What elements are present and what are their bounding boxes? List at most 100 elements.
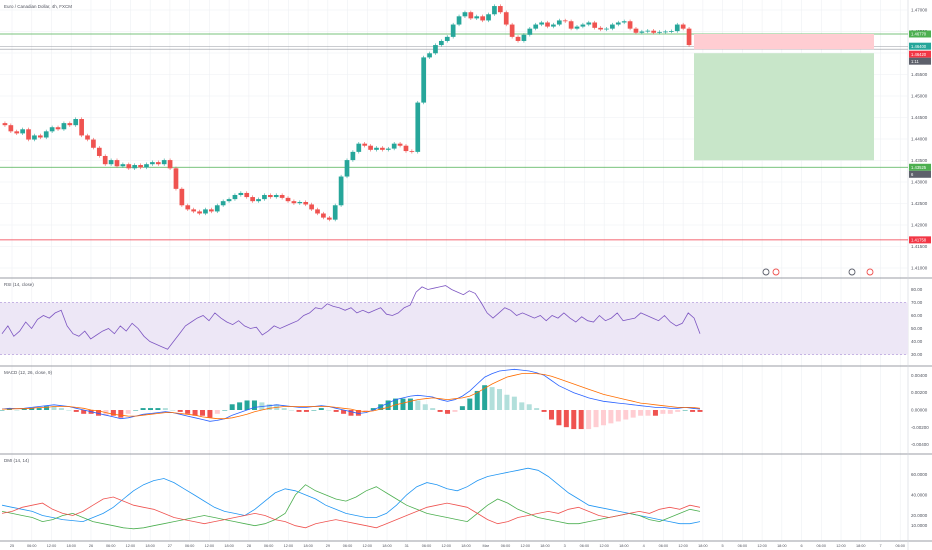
macd-line bbox=[1, 368, 701, 422]
macd-histogram-bar bbox=[556, 410, 562, 426]
candle-body bbox=[368, 145, 373, 150]
candle-body bbox=[161, 160, 167, 165]
time-axis-label: 4 bbox=[643, 544, 645, 548]
macd-histogram-bar bbox=[222, 410, 228, 411]
candle-body bbox=[492, 6, 497, 15]
time-axis-label: 18:00 bbox=[303, 544, 313, 548]
candle-body bbox=[85, 135, 90, 140]
time-axis-label: 12:00 bbox=[205, 544, 215, 548]
macd-histogram-bar bbox=[81, 410, 87, 414]
candle-body bbox=[285, 197, 291, 202]
candle-body bbox=[633, 28, 639, 33]
macd-histogram-bar bbox=[21, 409, 27, 410]
macd-histogram-bar bbox=[125, 410, 131, 414]
macd-histogram-bar bbox=[355, 410, 361, 416]
time-axis-label: 3 bbox=[564, 544, 566, 548]
candle-body bbox=[686, 28, 692, 46]
event-icon[interactable] bbox=[762, 268, 770, 276]
price-axis-tick: 1.44000 bbox=[911, 137, 928, 142]
candle-body bbox=[669, 31, 674, 32]
candle-body bbox=[639, 31, 645, 33]
macd-histogram-bar bbox=[652, 410, 658, 416]
macd-signal-line bbox=[2, 373, 701, 420]
candle-body bbox=[26, 129, 31, 140]
candle-body bbox=[574, 26, 580, 29]
macd-histogram-bar bbox=[623, 410, 629, 420]
rsi-axis-tick: 80.00 bbox=[911, 287, 923, 292]
time-axis-label: 6 bbox=[801, 544, 803, 548]
candle-body bbox=[586, 22, 592, 25]
flag-icon[interactable] bbox=[866, 268, 874, 276]
candle-body bbox=[344, 160, 350, 177]
candle-body bbox=[503, 12, 509, 25]
level-tag-lower-green: 1.43525 bbox=[911, 165, 927, 170]
macd-histogram-bar bbox=[682, 410, 688, 411]
time-axis-label: Mar bbox=[482, 544, 489, 548]
candle-body bbox=[604, 28, 609, 30]
macd-histogram-bar bbox=[44, 406, 50, 410]
macd-histogram-bar bbox=[29, 408, 35, 410]
time-axis-label: 12:00 bbox=[836, 544, 846, 548]
macd-histogram-bar bbox=[415, 400, 421, 410]
macd-histogram-bar bbox=[110, 410, 116, 416]
dmi-axis-tick: 60.0000 bbox=[911, 472, 928, 477]
candle-body bbox=[220, 201, 226, 206]
macd-histogram-bar bbox=[289, 410, 295, 411]
time-axis-label: 06:00 bbox=[27, 544, 37, 548]
time-axis-label: 06:00 bbox=[580, 544, 590, 548]
candle-body bbox=[539, 22, 544, 25]
time-axis-label: 12:00 bbox=[520, 544, 530, 548]
macd-histogram-bar bbox=[266, 404, 272, 410]
time-axis-label: 12:00 bbox=[363, 544, 373, 548]
macd-histogram-bar bbox=[170, 410, 176, 411]
time-axis-label: 06:00 bbox=[422, 544, 432, 548]
candle-body bbox=[474, 16, 480, 19]
macd-histogram-bar bbox=[615, 410, 621, 422]
macd-histogram-bar bbox=[296, 410, 302, 412]
time-axis-label: 18:00 bbox=[619, 544, 629, 548]
macd-histogram-bar bbox=[341, 410, 347, 414]
profit-zone[interactable] bbox=[694, 53, 874, 161]
candle-body bbox=[108, 160, 114, 165]
time-axis-label: 12:00 bbox=[599, 544, 609, 548]
rsi-axis-tick: 30.00 bbox=[911, 352, 923, 357]
macd-histogram-bar bbox=[36, 408, 42, 410]
candle-body bbox=[645, 30, 651, 32]
macd-histogram-bar bbox=[422, 404, 428, 410]
candle-body bbox=[338, 176, 344, 206]
level-tag-current: 1.46400 bbox=[911, 44, 927, 49]
candle-body bbox=[415, 102, 421, 152]
price-axis-tick: 1.42500 bbox=[911, 201, 928, 206]
macd-histogram-bar bbox=[133, 410, 139, 411]
macd-histogram-bar bbox=[489, 387, 495, 410]
candle-body bbox=[391, 143, 397, 149]
candle-body bbox=[8, 125, 14, 132]
candle-body bbox=[515, 36, 521, 41]
candle-body bbox=[203, 209, 208, 214]
time-axis-label: 06:00 bbox=[896, 544, 906, 548]
flag-icon[interactable] bbox=[772, 268, 780, 276]
level-tag-red-bg bbox=[909, 236, 931, 244]
loss-zone[interactable] bbox=[694, 33, 874, 50]
macd-histogram-bar bbox=[548, 410, 554, 420]
macd-histogram-bar bbox=[326, 410, 332, 411]
candle-body bbox=[380, 147, 385, 150]
candle-body bbox=[96, 147, 102, 156]
candle-body bbox=[309, 204, 314, 210]
price-axis-tick: 1.45500 bbox=[911, 72, 928, 77]
macd-histogram-bar bbox=[504, 394, 510, 410]
event-icon[interactable] bbox=[848, 268, 856, 276]
rsi-axis-tick: 40.00 bbox=[911, 339, 923, 344]
time-axis-label: 27 bbox=[168, 544, 172, 548]
macd-histogram-bar bbox=[311, 410, 317, 411]
macd-histogram-bar bbox=[192, 410, 198, 416]
candle-body bbox=[232, 195, 238, 200]
candle-body bbox=[610, 24, 615, 29]
candle-body bbox=[256, 199, 261, 202]
dmi-adx-line bbox=[1, 467, 701, 525]
candle-body bbox=[114, 160, 120, 167]
macd-panel-title: MACD (12, 26, close, 9) bbox=[4, 370, 53, 375]
candle-body bbox=[132, 165, 138, 169]
